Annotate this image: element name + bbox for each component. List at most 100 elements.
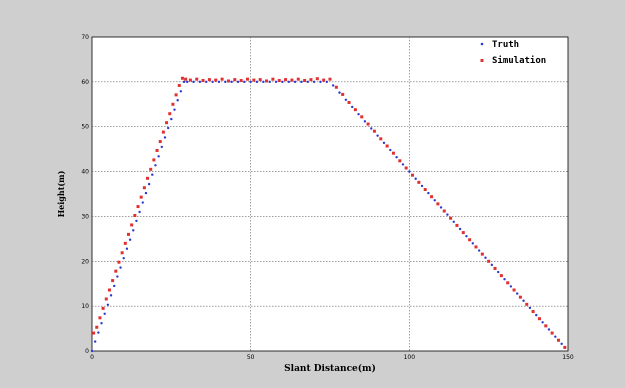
plot-area xyxy=(91,36,569,352)
data-point-truth xyxy=(560,342,563,346)
data-point-truth xyxy=(211,80,214,84)
data-point-truth xyxy=(306,80,309,84)
data-point-truth xyxy=(338,91,341,94)
data-point-truth xyxy=(319,80,322,84)
x-tick-label: 100 xyxy=(404,354,416,361)
data-point-simulation xyxy=(171,102,175,106)
data-point-simulation xyxy=(353,108,357,112)
data-point-truth xyxy=(93,340,97,343)
data-point-truth xyxy=(255,80,259,84)
grid xyxy=(92,37,568,351)
data-point-truth xyxy=(151,173,154,176)
data-point-truth xyxy=(100,321,103,325)
data-point-simulation xyxy=(95,325,99,329)
axis-ticks: 0 50 100 150 0 10 20 30 40 50 60 70 xyxy=(81,34,574,361)
data-point-truth xyxy=(547,328,551,331)
data-point-simulation xyxy=(334,85,338,89)
data-point-truth xyxy=(503,278,506,281)
data-point-truth xyxy=(138,210,141,214)
data-point-simulation xyxy=(271,77,275,81)
data-point-simulation xyxy=(220,77,224,81)
data-point-simulation xyxy=(161,130,165,134)
data-point-simulation xyxy=(265,79,269,83)
data-point-simulation xyxy=(158,140,162,144)
data-point-simulation xyxy=(239,79,243,83)
legend-label-truth: Truth xyxy=(492,40,519,50)
data-point-truth xyxy=(128,238,132,241)
x-tick-label: 50 xyxy=(247,354,255,361)
data-point-simulation xyxy=(315,77,319,81)
data-point-simulation xyxy=(404,166,408,170)
data-point-truth xyxy=(217,80,221,84)
series-truth xyxy=(90,80,563,353)
data-point-simulation xyxy=(347,100,351,104)
data-point-simulation xyxy=(493,266,497,270)
data-point-simulation xyxy=(155,148,159,152)
data-point-truth xyxy=(554,335,557,338)
legend-marker-truth xyxy=(480,42,484,46)
data-point-truth xyxy=(147,182,151,186)
data-point-simulation xyxy=(177,83,181,87)
data-point-simulation xyxy=(423,188,427,192)
x-tick-label: 150 xyxy=(562,354,574,361)
data-point-truth xyxy=(484,256,487,259)
data-point-simulation xyxy=(468,238,472,242)
y-tick-label: 50 xyxy=(81,124,89,131)
data-point-truth xyxy=(370,127,373,130)
data-point-simulation xyxy=(436,202,440,206)
data-point-truth xyxy=(535,313,538,317)
y-tick-label: 70 xyxy=(81,34,89,41)
data-point-truth xyxy=(109,294,113,297)
data-point-truth xyxy=(166,126,170,130)
data-point-truth xyxy=(135,219,138,223)
series-simulation xyxy=(92,76,567,349)
data-point-simulation xyxy=(174,93,178,97)
x-axis-title: Slant Distance(m) xyxy=(284,363,376,374)
data-point-simulation xyxy=(111,279,115,283)
data-point-simulation xyxy=(290,78,294,82)
data-point-truth xyxy=(382,141,386,145)
data-point-simulation xyxy=(139,195,143,199)
data-point-simulation xyxy=(126,232,130,236)
data-point-truth xyxy=(90,349,94,353)
data-point-truth xyxy=(477,249,481,252)
data-point-simulation xyxy=(104,297,108,301)
data-point-truth xyxy=(205,80,208,84)
data-point-simulation xyxy=(449,216,453,220)
data-point-simulation xyxy=(303,79,307,83)
data-point-simulation xyxy=(474,245,478,249)
data-point-truth xyxy=(122,256,125,260)
data-point-truth xyxy=(287,80,290,84)
data-point-truth xyxy=(490,263,494,267)
data-point-truth xyxy=(300,80,303,84)
data-point-simulation xyxy=(117,260,121,264)
y-tick-label: 30 xyxy=(81,213,89,220)
data-point-simulation xyxy=(385,144,389,148)
data-point-simulation xyxy=(411,173,415,177)
data-point-simulation xyxy=(214,78,218,82)
data-point-simulation xyxy=(461,231,465,235)
data-point-truth xyxy=(116,275,119,278)
data-point-truth xyxy=(154,164,157,167)
data-point-truth xyxy=(427,191,430,195)
data-point-simulation xyxy=(245,77,249,81)
data-point-simulation xyxy=(168,112,172,116)
data-point-simulation xyxy=(391,151,395,155)
data-point-truth xyxy=(331,84,335,87)
data-point-simulation xyxy=(252,78,256,82)
data-point-simulation xyxy=(284,78,288,82)
data-point-truth xyxy=(230,80,233,84)
data-point-truth xyxy=(176,99,179,102)
data-point-truth xyxy=(132,229,135,232)
data-point-simulation xyxy=(98,316,102,320)
data-point-truth xyxy=(224,80,227,84)
data-point-simulation xyxy=(120,251,124,255)
data-point-simulation xyxy=(372,129,376,133)
data-point-simulation xyxy=(544,324,548,328)
data-point-simulation xyxy=(201,79,205,83)
y-axis-title: Height(m) xyxy=(56,170,66,217)
data-point-truth xyxy=(141,201,144,204)
data-point-simulation xyxy=(188,78,192,82)
y-tick-label: 20 xyxy=(81,258,89,265)
data-point-simulation xyxy=(136,205,140,209)
